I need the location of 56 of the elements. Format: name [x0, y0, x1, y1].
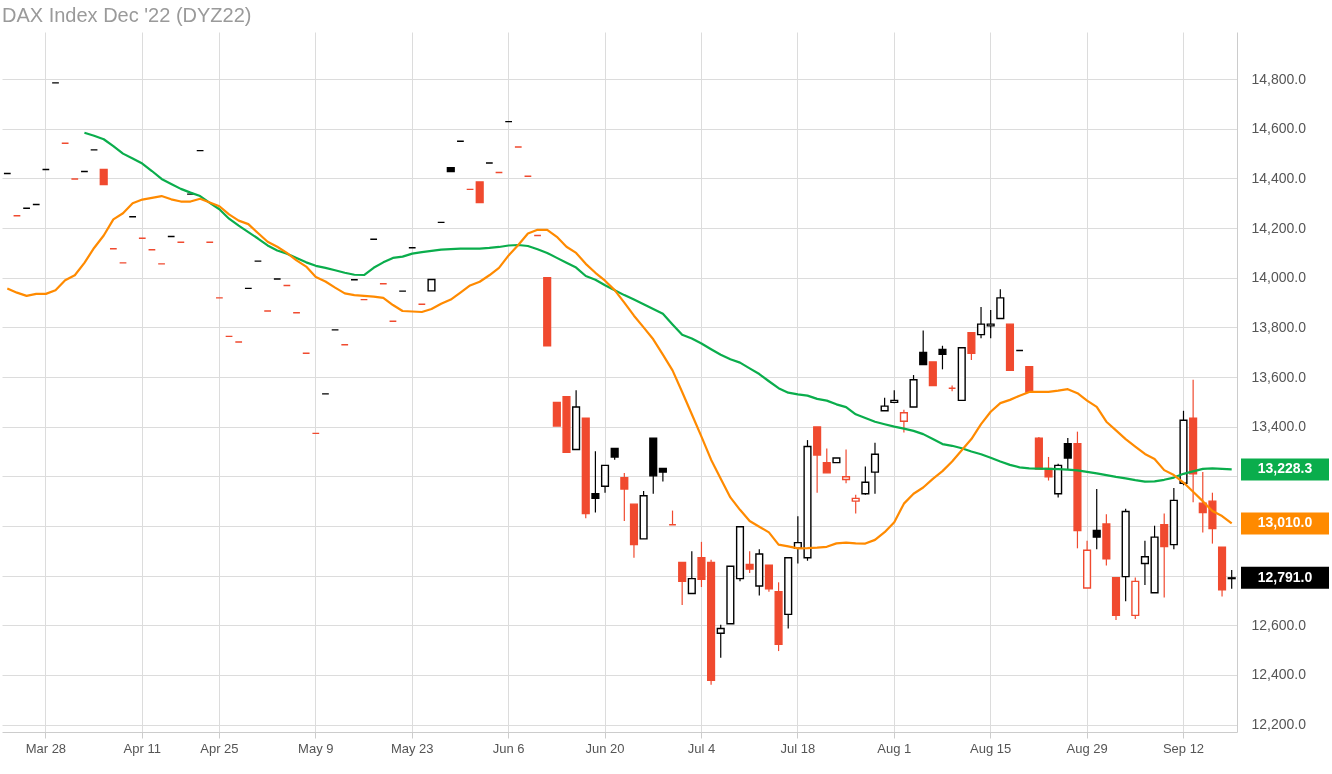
- line-series: [6, 194, 1233, 550]
- y-tick-label: 12,400.0: [1251, 666, 1307, 683]
- candlestick: [658, 467, 667, 483]
- y-tick-label: 14,200.0: [1251, 219, 1307, 236]
- x-tick-label: Aug 29: [1066, 740, 1108, 756]
- candlestick: [996, 288, 1005, 320]
- x-tick-label: Mar 28: [25, 740, 67, 756]
- y-tick-label: 14,600.0: [1251, 120, 1307, 137]
- x-tick-label: Sep 12: [1162, 740, 1205, 756]
- x-tick-label: Aug 1: [877, 740, 912, 756]
- y-tick-label: 14,400.0: [1251, 169, 1307, 186]
- x-tick-label: May 23: [390, 740, 434, 756]
- candlestick: [967, 331, 976, 361]
- x-tick-label: Apr 11: [123, 740, 161, 756]
- text: 13,010.0: [1257, 514, 1313, 531]
- y-tick-label: 14,800.0: [1251, 70, 1307, 87]
- line-series: [83, 131, 1233, 483]
- candlestick: [591, 450, 600, 514]
- candlestick: [919, 330, 928, 366]
- x-tick-label: Jun 20: [585, 740, 625, 756]
- candlestick: [745, 550, 754, 574]
- candlestick: [841, 448, 851, 484]
- candlestick: [938, 345, 947, 370]
- y-tick-label: 14,000.0: [1251, 269, 1307, 286]
- candlestick: [600, 464, 610, 494]
- x-tick-label: May 9: [298, 740, 334, 756]
- x-tick-label: Jun 6: [492, 740, 525, 756]
- y-tick-label: 13,800.0: [1251, 318, 1307, 335]
- x-tick-label: Jul 4: [687, 740, 716, 756]
- y-tick-label: 13,600.0: [1251, 368, 1307, 385]
- candlestick: [822, 447, 831, 474]
- candlestick: [870, 442, 880, 495]
- chart-title: DAX Index Dec '22 (DYZ22): [2, 4, 252, 26]
- candlestick: [716, 624, 725, 659]
- candlestick: [928, 361, 937, 387]
- candlestick: [976, 306, 986, 339]
- y-tick-label: 13,400.0: [1251, 418, 1307, 435]
- candlestick: [851, 494, 860, 515]
- y-tick-label: 12,600.0: [1251, 616, 1307, 633]
- candlestick: [678, 561, 687, 606]
- x-tick-label: Jul 18: [780, 740, 816, 756]
- candlestick: [899, 409, 908, 433]
- candlestick: [861, 465, 870, 496]
- y-tick-label: 12,200.0: [1251, 716, 1307, 733]
- x-tick-label: Apr 25: [200, 740, 239, 756]
- text: 12,791.0: [1257, 568, 1313, 585]
- candlestick: [687, 550, 696, 595]
- candlestick: [475, 181, 484, 204]
- candlestick: [764, 564, 774, 593]
- candlestick: [986, 309, 995, 339]
- text: 13,228.3: [1257, 460, 1313, 477]
- candlestick: [1063, 437, 1072, 470]
- candlestick: [1092, 488, 1101, 550]
- candlestick: [1160, 512, 1169, 599]
- x-tick-label: Aug 15: [970, 740, 1012, 756]
- candlestick: [620, 472, 629, 522]
